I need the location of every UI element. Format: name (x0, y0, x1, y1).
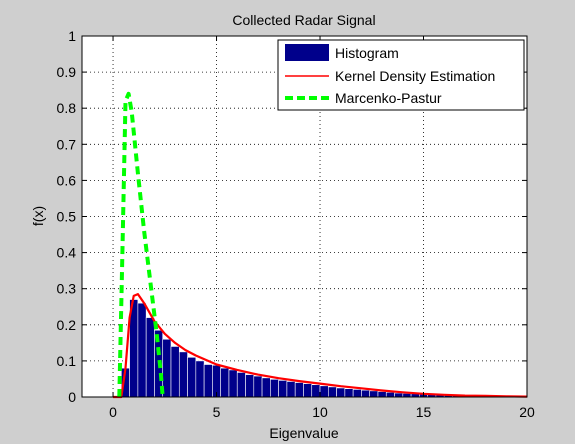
legend-label-histogram: Histogram (335, 45, 399, 61)
histogram-bar (237, 372, 245, 397)
histogram-bar (279, 380, 287, 397)
histogram-bar (246, 375, 254, 397)
histogram-bar (188, 357, 196, 397)
y-tick-label-10: 1 (68, 28, 76, 44)
x-axis-label: Eigenvalue (269, 425, 338, 441)
histogram-bar (386, 392, 394, 397)
histogram-bar (320, 386, 328, 397)
histogram-bar (295, 383, 303, 397)
histogram-bar (229, 370, 237, 397)
y-axis-label: f(x) (30, 206, 46, 226)
x-tick-label-4: 20 (519, 404, 535, 420)
histogram-bar (312, 385, 320, 397)
histogram-bar (378, 392, 386, 397)
legend-label-kde: Kernel Density Estimation (335, 68, 495, 84)
chart-title: Collected Radar Signal (232, 12, 375, 28)
histogram-bar (196, 361, 204, 397)
histogram-bar (146, 318, 154, 397)
histogram-bar (370, 391, 378, 397)
histogram-bar (345, 389, 353, 397)
legend-swatch-histogram (285, 44, 329, 61)
histogram-bar (204, 365, 212, 397)
y-tick-label-8: 0.8 (57, 100, 77, 116)
y-tick-label-3: 0.3 (57, 281, 77, 297)
y-tick-label-4: 0.4 (57, 245, 77, 261)
histogram-bar (395, 393, 403, 397)
histogram-bar (270, 379, 278, 397)
histogram-bar (287, 381, 295, 397)
histogram-bar (171, 346, 179, 397)
histogram-bar (262, 378, 270, 397)
histogram-bar (337, 388, 345, 397)
y-tick-label-1: 0.1 (57, 353, 77, 369)
x-tick-label-0: 0 (109, 404, 117, 420)
legend-label-mp: Marcenko-Pastur (335, 90, 442, 106)
y-tick-label-9: 0.9 (57, 64, 77, 80)
y-tick-label-2: 0.2 (57, 317, 77, 333)
histogram-bar (328, 387, 336, 397)
legend: Histogram Kernel Density Estimation Marc… (278, 40, 524, 110)
histogram-bar (221, 368, 229, 397)
x-tick-label-1: 5 (213, 404, 221, 420)
y-tick-label-0: 0 (68, 389, 76, 405)
histogram-bar (254, 376, 262, 397)
histogram-bar (353, 389, 361, 397)
histogram-bar (361, 390, 369, 397)
histogram-bar (403, 393, 411, 397)
y-tick-label-6: 0.6 (57, 172, 77, 188)
y-tick-label-7: 0.7 (57, 136, 77, 152)
y-tick-label-5: 0.5 (57, 209, 77, 225)
histogram-bar (303, 384, 311, 397)
histogram-bar (179, 352, 187, 397)
histogram-bar (138, 303, 146, 397)
x-tick-label-2: 10 (312, 404, 328, 420)
x-tick-label-3: 15 (416, 404, 432, 420)
